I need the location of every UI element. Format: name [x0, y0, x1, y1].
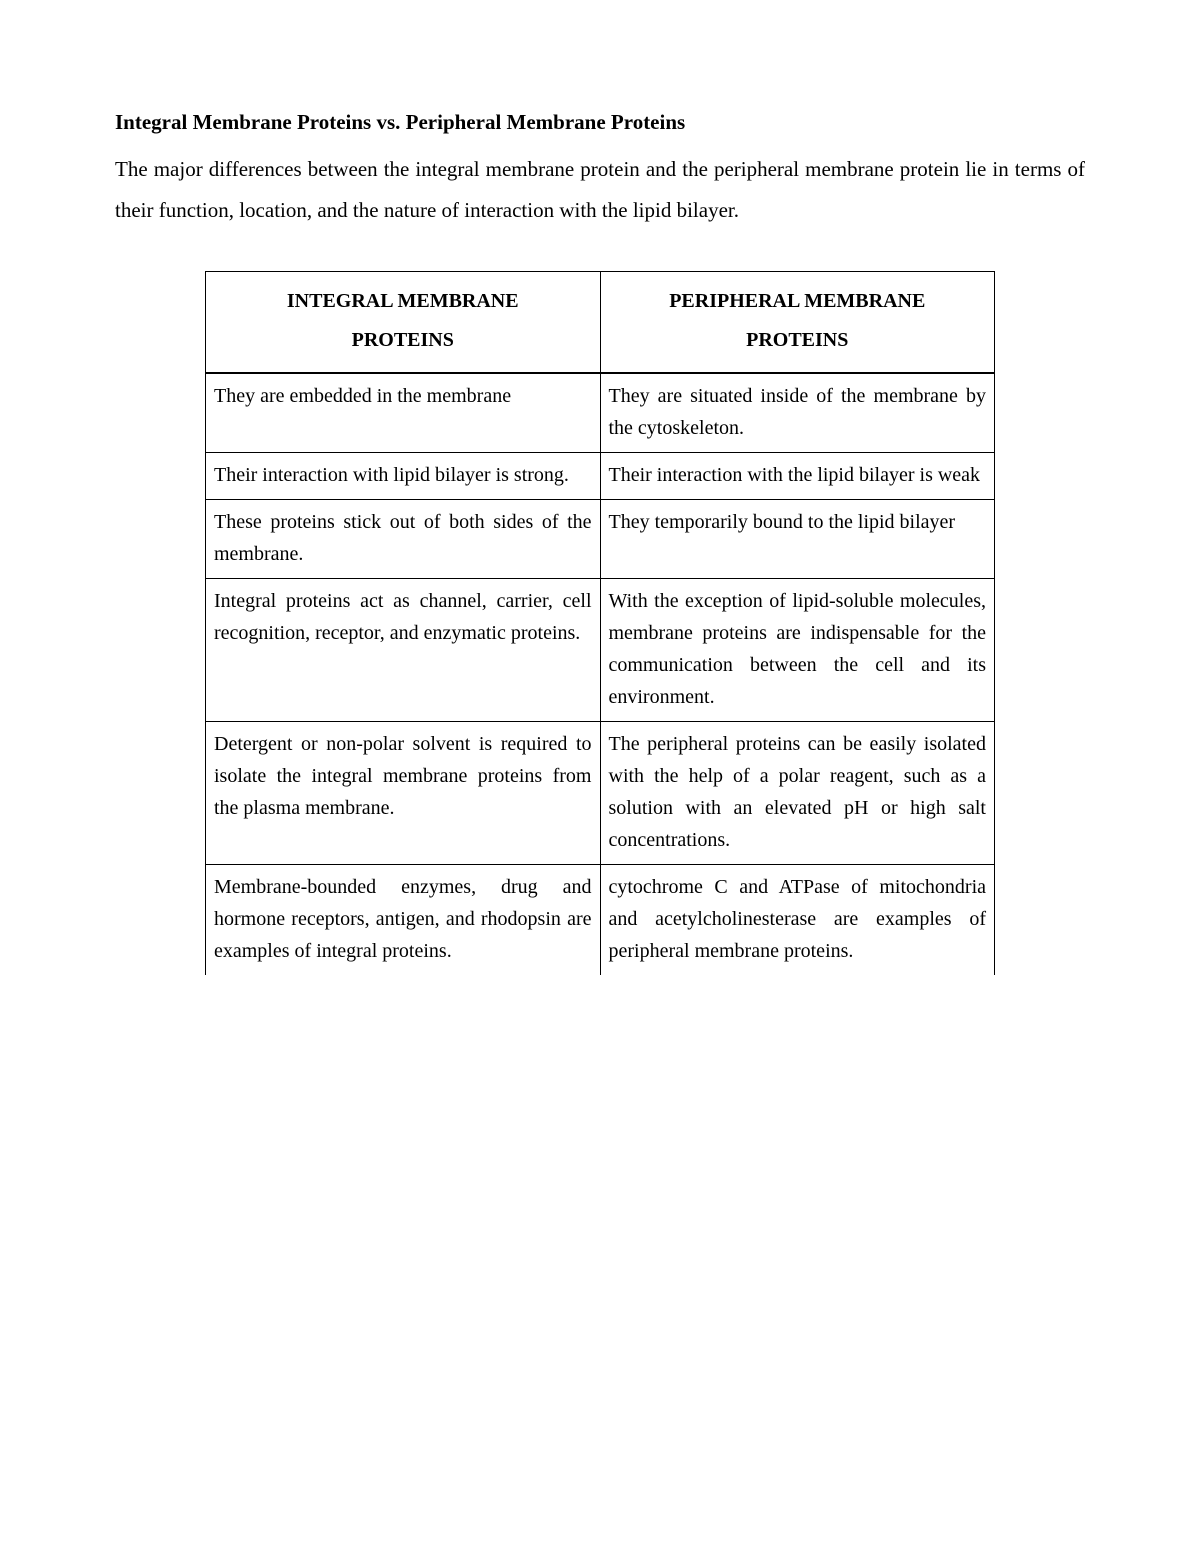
comparison-table: INTEGRAL MEMBRANE PROTEINS PERIPHERAL ME…	[205, 271, 995, 975]
table-row: Detergent or non-polar solvent is requir…	[206, 721, 995, 864]
table-row: Integral proteins act as channel, carrie…	[206, 578, 995, 721]
table-cell: They are situated inside of the membrane…	[600, 373, 995, 453]
table-cell: Their interaction with the lipid bilayer…	[600, 452, 995, 499]
table-row: Their interaction with lipid bilayer is …	[206, 452, 995, 499]
table-cell: Their interaction with lipid bilayer is …	[206, 452, 601, 499]
table-row: They are embedded in the membrane They a…	[206, 373, 995, 453]
table-cell: These proteins stick out of both sides o…	[206, 499, 601, 578]
table-cell: Membrane-bounded enzymes, drug and hormo…	[206, 864, 601, 975]
table-cell: Detergent or non-polar solvent is requir…	[206, 721, 601, 864]
table-cell: They are embedded in the membrane	[206, 373, 601, 453]
table-header-row: INTEGRAL MEMBRANE PROTEINS PERIPHERAL ME…	[206, 271, 995, 373]
table-header-col1: INTEGRAL MEMBRANE PROTEINS	[206, 271, 601, 373]
table-header-col2: PERIPHERAL MEMBRANE PROTEINS	[600, 271, 995, 373]
table-cell: cytochrome C and ATPase of mitochondria …	[600, 864, 995, 975]
table-cell: With the exception of lipid-soluble mole…	[600, 578, 995, 721]
table-cell: They temporarily bound to the lipid bila…	[600, 499, 995, 578]
header-col2-line1: PERIPHERAL MEMBRANE	[669, 290, 925, 312]
table-cell: Integral proteins act as channel, carrie…	[206, 578, 601, 721]
header-col1-line2: PROTEINS	[352, 329, 454, 351]
intro-paragraph: The major differences between the integr…	[115, 149, 1085, 231]
table-row: These proteins stick out of both sides o…	[206, 499, 995, 578]
page-title: Integral Membrane Proteins vs. Periphera…	[115, 110, 1085, 135]
table-row: Membrane-bounded enzymes, drug and hormo…	[206, 864, 995, 975]
header-col2-line2: PROTEINS	[746, 329, 848, 351]
table-cell: The peripheral proteins can be easily is…	[600, 721, 995, 864]
header-col1-line1: INTEGRAL MEMBRANE	[287, 290, 519, 312]
